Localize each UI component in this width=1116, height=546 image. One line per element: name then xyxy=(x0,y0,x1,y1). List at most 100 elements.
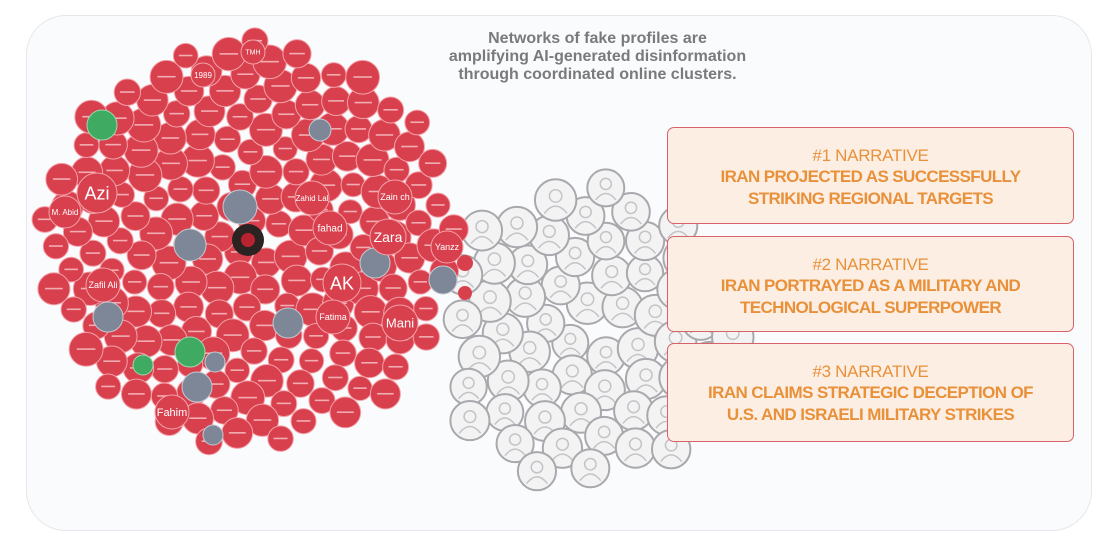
narrative-card-3: #3 NARRATIVE IRAN CLAIMS STRATEGIC DECEP… xyxy=(667,343,1074,442)
profile-bubble xyxy=(58,256,85,283)
profile-bubble xyxy=(347,375,373,401)
labeled-profile-bubble: M. Abid xyxy=(48,195,82,229)
person-icon xyxy=(472,345,487,360)
labeled-profile-bubble: 1989 xyxy=(190,62,216,88)
profile-bubble xyxy=(37,272,71,306)
profile-bubble xyxy=(272,136,298,162)
profile-bubble xyxy=(95,373,122,400)
green-profile-bubble xyxy=(132,354,154,376)
profile-bubble xyxy=(120,378,152,410)
profile-bubble xyxy=(122,269,148,295)
profile-bubble xyxy=(250,274,281,305)
grey-profile-bubble xyxy=(428,265,458,295)
profile-bubble xyxy=(286,369,315,398)
profile-bubble xyxy=(143,185,170,212)
profile-bubble xyxy=(298,348,325,374)
profile-bubble xyxy=(60,296,87,323)
profile-bubble xyxy=(240,337,268,365)
profile-label: fahad xyxy=(317,224,342,235)
profile-bubble xyxy=(337,199,363,225)
profile-bubble xyxy=(412,323,440,351)
person-icon xyxy=(555,437,570,451)
person-icon xyxy=(639,368,653,382)
profile-label: Yanzz xyxy=(435,242,460,252)
person-icon xyxy=(521,254,535,268)
person-icon xyxy=(538,410,552,424)
person-icon xyxy=(510,216,524,230)
profile-label: Zain ch xyxy=(380,192,410,202)
grey-profile-bubble xyxy=(222,189,258,225)
profile-bubble xyxy=(393,242,426,274)
profile-bubble xyxy=(321,364,349,392)
headline-line: through coordinated online clusters. xyxy=(458,66,737,83)
profile-label: Zahid Lal xyxy=(296,194,329,203)
narrative-text: TECHNOLOGICAL SUPERPOWER xyxy=(739,298,1002,317)
fake-profile-avatar xyxy=(533,178,578,222)
profile-label: Zara xyxy=(374,229,403,245)
profile-bubble xyxy=(120,201,151,232)
person-icon xyxy=(580,292,595,307)
profile-bubble xyxy=(425,192,451,218)
person-icon xyxy=(498,402,512,415)
narrative-text: IRAN PORTRAYED AS A MILITARY AND xyxy=(720,276,1021,295)
headline: Networks of fake profiles are amplifying… xyxy=(400,30,795,84)
green-profile-bubble xyxy=(174,336,206,368)
profile-label: TMH xyxy=(245,49,260,56)
profile-bubble xyxy=(345,59,381,95)
headline-line: Networks of fake profiles are xyxy=(488,30,707,47)
profile-bubble xyxy=(139,216,174,251)
profile-bubble xyxy=(457,255,473,271)
grey-profile-bubble xyxy=(173,228,207,262)
grey-profile-bubble xyxy=(202,424,224,446)
person-icon xyxy=(574,401,588,416)
narrative-text: STRIKING REGIONAL TARGETS xyxy=(747,189,994,208)
labeled-profile-bubble: Azi xyxy=(76,172,118,214)
labeled-profile-bubble: Mani xyxy=(381,304,419,342)
fake-profile-avatar xyxy=(584,415,625,456)
profile-bubble xyxy=(282,158,310,186)
person-icon xyxy=(599,345,613,359)
fake-profile-avatar xyxy=(541,427,584,469)
profile-bubble xyxy=(113,78,142,106)
profile-bubble xyxy=(294,89,326,121)
person-icon xyxy=(564,332,577,345)
person-icon xyxy=(579,205,592,219)
profile-bubble xyxy=(321,86,352,116)
profile-label: Fahim xyxy=(157,407,188,419)
profile-bubble xyxy=(404,171,433,200)
person-icon xyxy=(539,313,553,326)
person-icon xyxy=(554,274,568,288)
profile-label: Mani xyxy=(386,316,414,331)
profile-bubble xyxy=(377,96,405,124)
profile-bubble xyxy=(147,299,177,328)
profile-bubble xyxy=(413,296,439,322)
person-icon xyxy=(631,337,645,352)
profile-bubble xyxy=(192,176,221,205)
profile-bubble xyxy=(320,62,347,88)
green-profile-bubble xyxy=(86,109,118,141)
fake-profile-avatar xyxy=(495,424,535,464)
narrative-rank: #3 NARRATIVE xyxy=(812,362,929,381)
person-icon xyxy=(565,364,579,378)
grey-profile-bubble xyxy=(308,118,332,142)
fake-profile-avatar xyxy=(507,244,549,286)
person-icon xyxy=(487,252,502,267)
person-icon xyxy=(583,457,597,471)
profile-bubble xyxy=(45,162,79,196)
labeled-profile-bubble: Zafil Ali xyxy=(85,267,121,303)
profile-bubble xyxy=(270,390,298,418)
profile-bubble xyxy=(405,209,432,237)
profile-bubble xyxy=(418,148,448,178)
labeled-profile-bubble: Zara xyxy=(369,218,407,256)
profile-bubble xyxy=(149,59,184,94)
profile-bubble xyxy=(280,264,313,297)
profile-bubble xyxy=(42,233,70,260)
profile-bubble xyxy=(68,331,104,367)
labeled-profile-bubble: AK xyxy=(322,263,362,303)
fake-profile-avatar xyxy=(586,336,626,376)
profile-bubble xyxy=(226,103,254,131)
profile-bubble xyxy=(126,240,157,271)
headline-line: amplifying AI-generated disinformation xyxy=(448,48,747,65)
person-icon xyxy=(638,262,652,276)
profile-bubble xyxy=(344,115,373,144)
